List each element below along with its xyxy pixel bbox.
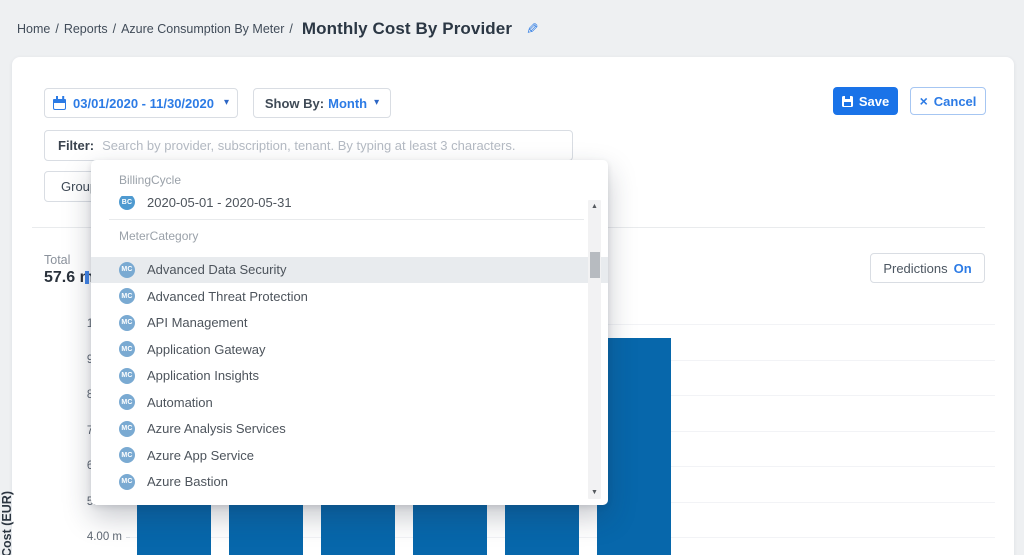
filter-bar: Filter: [44, 130, 573, 161]
show-by-label: Show By: [264, 95, 325, 111]
meter-category-badge: MC [119, 261, 135, 278]
meter-category-badge: MC [119, 288, 135, 305]
save-floppy-icon [841, 95, 853, 107]
dropdown-item[interactable]: MC Advanced Threat Protection [91, 283, 608, 310]
meter-category-badge: MC [119, 473, 135, 490]
dropdown-item-label: Application Gateway [147, 341, 266, 357]
caret-down-icon: ▾ [374, 97, 380, 108]
predictions-state: On [953, 260, 972, 276]
caret-down-icon: ▾ [223, 97, 229, 108]
dropdown-item-label: Advanced Data Security [147, 262, 287, 278]
breadcrumb-separator: / [289, 21, 293, 36]
breadcrumb-separator: / [112, 21, 117, 36]
breadcrumb: Home / Reports / Azure Consumption By Me… [17, 19, 539, 39]
meter-category-badge: MC [119, 341, 135, 358]
total-label: Total [44, 253, 71, 267]
filter-dropdown: BillingCycle BC 2020-05-01 - 2020-05-31 … [91, 160, 608, 505]
predictions-label: Predictions [883, 260, 948, 276]
dropdown-item[interactable]: MC Automation [91, 389, 608, 416]
breadcrumb-separator: / [55, 21, 59, 36]
breadcrumb-bar: Home / Reports / Azure Consumption By Me… [0, 0, 1024, 57]
dropdown-item-label: Advanced Threat Protection [147, 288, 308, 304]
dropdown-group-header-metercategory: MeterCategory [119, 228, 199, 243]
dropdown-item[interactable]: MC Azure Analysis Services [91, 416, 608, 443]
dropdown-item[interactable]: MC Azure Bastion [91, 469, 608, 496]
chart-y-axis-title: Cost (EUR) [0, 491, 14, 555]
show-by-value: Month [328, 95, 368, 111]
filter-label: Filter: [58, 138, 95, 153]
cancel-button[interactable]: × Cancel [910, 87, 986, 115]
scrollbar-thumb[interactable] [589, 252, 600, 278]
date-range-value: 03/01/2020 - 11/30/2020 [73, 95, 214, 111]
close-icon: × [919, 93, 928, 109]
total-currency-fragment [85, 271, 89, 284]
meter-category-badge: MC [119, 394, 135, 411]
dropdown-scrollbar[interactable]: ▲ ▼ [588, 200, 601, 499]
cancel-button-label: Cancel [933, 93, 977, 109]
dropdown-item[interactable]: MC Azure App Service [91, 442, 608, 469]
save-button-label: Save [858, 93, 890, 109]
predictions-toggle-button[interactable]: Predictions On [870, 253, 985, 283]
chart-bar[interactable] [597, 338, 671, 555]
dropdown-item-billing-cycle[interactable]: BC 2020-05-01 - 2020-05-31 [91, 196, 608, 216]
dropdown-item-label: API Management [147, 315, 248, 331]
meter-category-badge: MC [119, 420, 135, 437]
dropdown-divider [109, 218, 584, 220]
dropdown-group-header-billingcycle: BillingCycle [119, 173, 182, 187]
dropdown-item-label: Azure Bastion [147, 474, 228, 490]
dropdown-item[interactable]: MC Application Insights [91, 363, 608, 390]
dropdown-scroll-viewport: BC 2020-05-01 - 2020-05-31 MeterCategory… [91, 196, 608, 505]
calendar-icon [53, 95, 66, 110]
total-value: 57.6 m [44, 269, 94, 286]
page-title: Monthly Cost By Provider [301, 18, 513, 38]
breadcrumb-home[interactable]: Home [17, 21, 51, 36]
breadcrumb-reports[interactable]: Reports [63, 21, 108, 36]
dropdown-item-label: 2020-05-01 - 2020-05-31 [147, 196, 292, 210]
dropdown-meter-list: MC Advanced Data Security MC Advanced Threa… [91, 256, 608, 496]
dropdown-item-label: Application Insights [147, 368, 260, 384]
scroll-up-icon[interactable]: ▲ [591, 203, 598, 210]
filter-search-input[interactable] [102, 138, 572, 153]
meter-category-badge: MC [119, 447, 135, 464]
dropdown-item-label: Automation [147, 394, 213, 410]
meter-category-badge: MC [119, 314, 135, 331]
dropdown-item[interactable]: MC Advanced Data Security [91, 256, 608, 283]
show-by-button[interactable]: Show By: Month ▾ [253, 88, 391, 118]
dropdown-item-label: Azure Analysis Services [147, 421, 286, 437]
scroll-down-icon[interactable]: ▼ [591, 489, 598, 496]
breadcrumb-azure-consumption-by-meter[interactable]: Azure Consumption By Meter [121, 21, 285, 36]
dropdown-item[interactable]: MC API Management [91, 310, 608, 337]
billing-cycle-badge: BC [119, 196, 135, 211]
dropdown-item[interactable]: MC Application Gateway [91, 336, 608, 363]
group-by-label: Group [61, 179, 98, 194]
meter-category-badge: MC [119, 367, 135, 384]
save-button[interactable]: Save [833, 87, 898, 115]
date-range-button[interactable]: 03/01/2020 - 11/30/2020 ▾ [44, 88, 238, 118]
dropdown-item-label: Azure App Service [147, 447, 254, 463]
